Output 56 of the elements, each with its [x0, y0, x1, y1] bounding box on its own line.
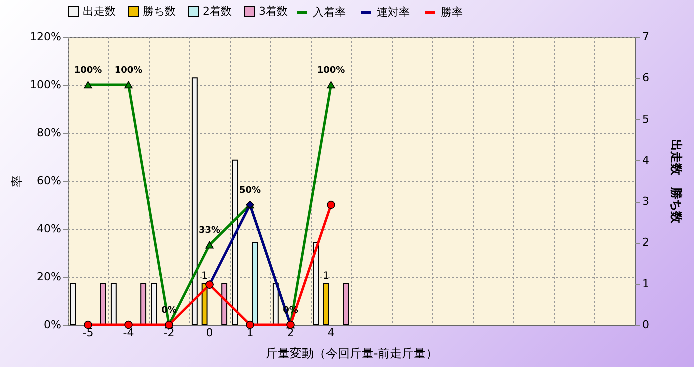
y-tick-label: 40%: [37, 222, 62, 236]
bar: [343, 283, 350, 326]
data-label: 100%: [114, 66, 143, 76]
point: [124, 81, 133, 89]
bar: [70, 283, 76, 326]
y-tick-label: 60%: [37, 174, 62, 188]
bar: [100, 283, 106, 326]
x-tick-label: -4: [123, 326, 134, 340]
y2-tick-label: 4: [642, 154, 650, 167]
bar: [232, 160, 238, 326]
y2-tick-label: 3: [642, 195, 650, 208]
x-tick-label: 0: [206, 326, 214, 340]
x-tick-label: -5: [82, 326, 94, 340]
y-tick-label: 20%: [37, 270, 62, 284]
legend-label: 出走数: [83, 4, 116, 18]
y-tick-label: 120%: [30, 30, 62, 44]
bar: [313, 242, 320, 326]
data-label: 50%: [239, 186, 262, 196]
point: [327, 200, 336, 210]
point: [246, 320, 254, 330]
x-tick-label: 2: [287, 326, 294, 340]
point: [327, 81, 336, 89]
x-tick-label: 4: [328, 326, 335, 340]
point: [84, 81, 92, 89]
y2-tick-label: 5: [642, 112, 650, 126]
legend-label: 連対率: [377, 6, 410, 19]
y-tick-label: 80%: [37, 126, 62, 140]
bar: [323, 283, 330, 326]
y2-tick-label: 1: [642, 277, 650, 290]
y-tick-label: 0%: [44, 318, 62, 332]
y-axis-title: 率: [10, 176, 24, 188]
data-label: 33%: [198, 226, 221, 236]
y2-tick-label: 2: [642, 236, 650, 250]
legend-label: 3着数: [259, 4, 288, 18]
data-label: 100%: [74, 66, 102, 76]
y2-tick-label: 0: [642, 318, 650, 332]
legend-label: 勝率: [441, 6, 463, 19]
y-tick-label: 100%: [30, 78, 62, 92]
x-axis-title: 斤量変動（今回斤量-前走斤量）: [266, 346, 438, 360]
data-label: 1: [202, 270, 208, 282]
bar: [192, 78, 198, 326]
bar: [222, 283, 228, 326]
data-label: 1: [323, 270, 330, 282]
bar: [140, 283, 147, 326]
legend-label: 入着率: [313, 6, 346, 19]
data-label: 100%: [317, 66, 346, 76]
legend-label: 2着数: [203, 4, 232, 18]
y2-axis-title: 出走数 勝ち数: [670, 140, 684, 224]
bar: [110, 283, 117, 326]
x-tick-label: -2: [164, 326, 175, 340]
legend-label: 勝ち数: [143, 4, 176, 18]
y2-tick-label: 7: [642, 30, 650, 44]
bar: [151, 283, 158, 326]
bar: [272, 283, 279, 326]
y2-tick-label: 6: [642, 72, 650, 85]
point: [206, 241, 214, 249]
